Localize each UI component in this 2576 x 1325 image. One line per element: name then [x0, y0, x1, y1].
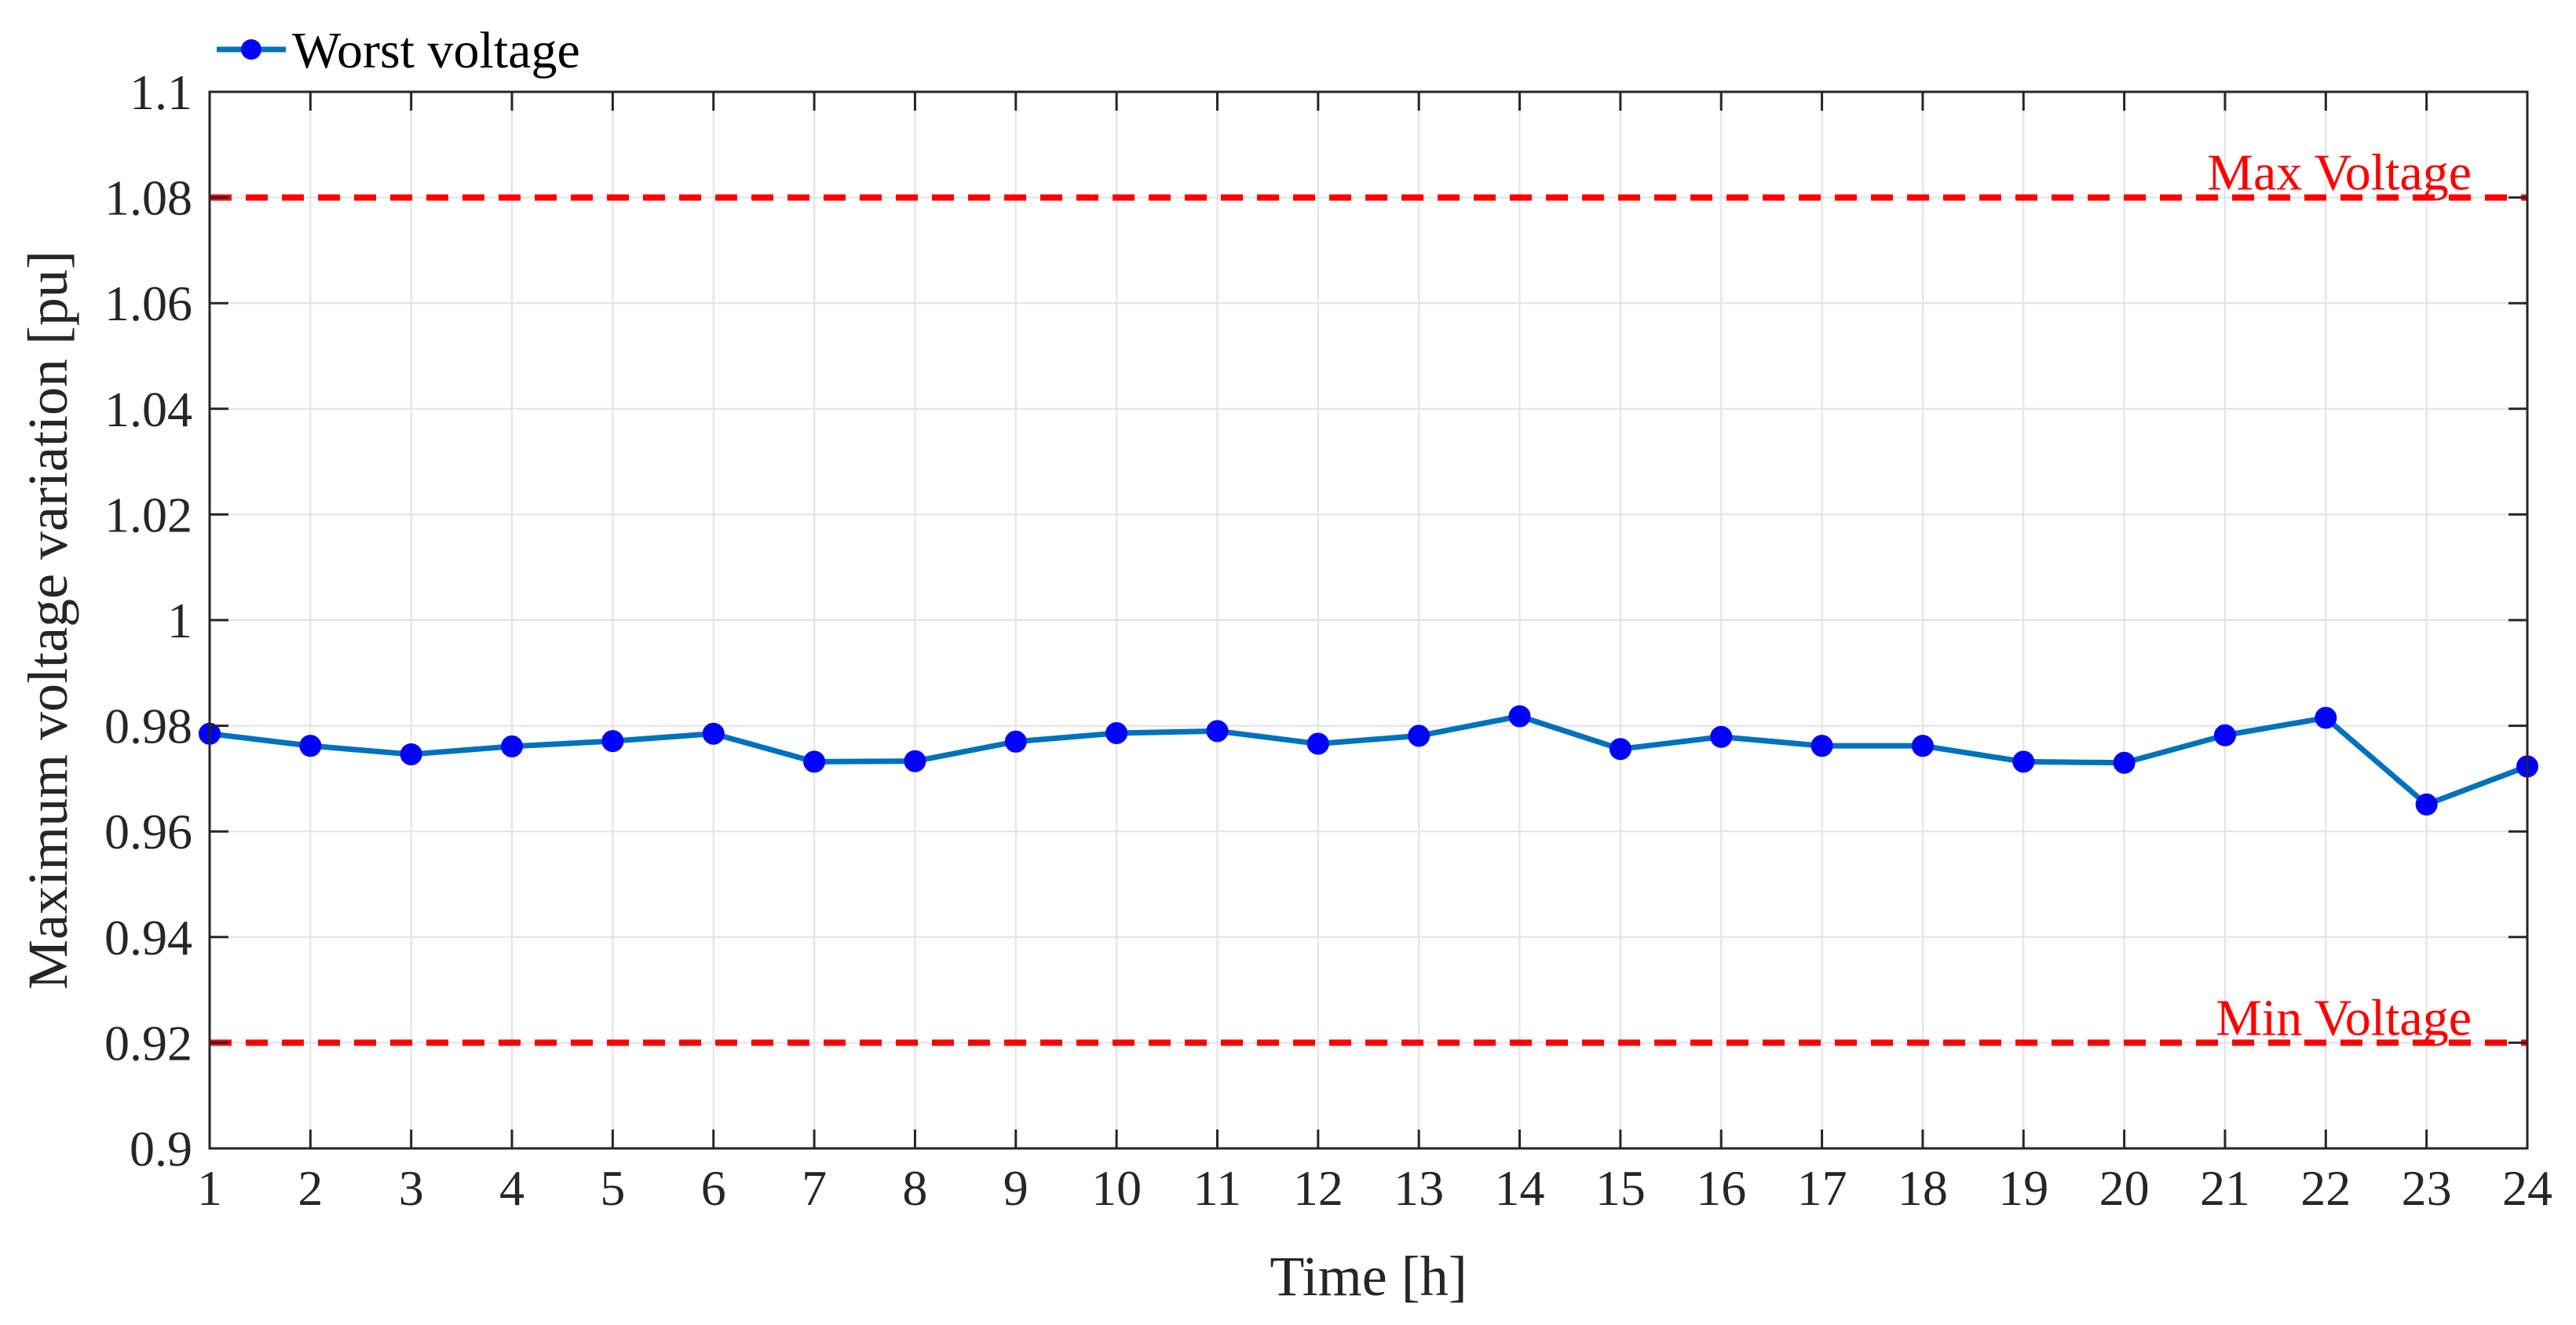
data-point	[2012, 750, 2035, 773]
data-point	[2113, 751, 2136, 774]
x-tick-label: 18	[1898, 1160, 1948, 1216]
x-tick-label: 8	[902, 1160, 927, 1216]
data-point	[400, 743, 422, 765]
series-line	[209, 713, 2529, 808]
data-point	[803, 750, 826, 773]
y-tick-label: 1.02	[104, 487, 192, 542]
x-tick-label: 21	[2200, 1160, 2250, 1216]
y-tick-label: 1	[167, 593, 192, 648]
legend-label-worst-voltage: Worst voltage	[292, 22, 580, 79]
x-tick-labels: 1 2 3 4 5 6 7 8 9 10 11 12 13 14 15 16 17 18 19 20 21 22 23 24	[197, 1160, 2552, 1216]
data-point	[501, 735, 524, 757]
data-point	[1609, 738, 1631, 761]
data-point	[2315, 706, 2337, 729]
x-tick-label: 23	[2402, 1160, 2452, 1216]
data-point	[1911, 735, 1934, 757]
x-tick-label: 3	[399, 1160, 424, 1216]
y-tick-label: 1.08	[104, 170, 192, 226]
axis-ticks	[208, 90, 2529, 1150]
data-point	[601, 730, 624, 753]
data-point	[1306, 732, 1329, 755]
x-tick-label: 24	[2502, 1160, 2552, 1216]
x-tick-label: 2	[298, 1160, 323, 1216]
x-tick-label: 6	[701, 1160, 726, 1216]
data-point	[2415, 793, 2438, 816]
x-tick-label: 17	[1797, 1160, 1847, 1216]
x-tick-label: 20	[2099, 1160, 2150, 1216]
reference-line-label: Max Voltage	[2207, 144, 2472, 202]
y-axis-label: Maximum voltage variation [pu]	[16, 250, 79, 990]
x-axis-label: Time [h]	[1270, 1245, 1467, 1308]
legend: Worst voltage	[217, 22, 580, 79]
data-point	[299, 735, 322, 757]
x-tick-label: 22	[2300, 1160, 2351, 1216]
data-point	[702, 722, 725, 745]
y-tick-label: 0.96	[104, 804, 192, 860]
x-tick-label: 9	[1003, 1160, 1029, 1216]
y-tick-label: 0.92	[104, 1015, 192, 1071]
x-tick-label: 15	[1595, 1160, 1646, 1216]
reference-lines: Max Voltage Min Voltage	[210, 144, 2527, 1046]
y-tick-label: 0.94	[104, 910, 192, 965]
x-tick-label: 5	[600, 1160, 625, 1216]
y-tick-label: 0.9	[130, 1121, 192, 1177]
data-point	[1105, 722, 1128, 745]
x-tick-label: 14	[1495, 1160, 1545, 1216]
x-tick-label: 13	[1394, 1160, 1444, 1216]
x-tick-label: 4	[499, 1160, 524, 1216]
x-tick-label: 10	[1091, 1160, 1142, 1216]
x-tick-label: 16	[1696, 1160, 1746, 1216]
y-tick-label: 1.06	[104, 276, 192, 331]
y-tick-label: 1.1	[130, 64, 192, 120]
data-point	[1508, 705, 1531, 728]
y-tick-label: 1.04	[104, 381, 192, 437]
x-tick-label: 12	[1293, 1160, 1343, 1216]
data-point	[1710, 725, 1733, 748]
y-tick-label: 0.98	[104, 699, 192, 754]
data-point	[1206, 720, 1229, 743]
x-tick-label: 19	[1998, 1160, 2048, 1216]
data-point	[1004, 730, 1027, 753]
legend-marker-worst-voltage	[241, 39, 261, 60]
x-tick-label: 1	[197, 1160, 222, 1216]
data-point	[904, 750, 926, 772]
x-tick-label: 11	[1193, 1160, 1242, 1216]
x-tick-label: 7	[802, 1160, 827, 1216]
data-point	[1408, 725, 1431, 747]
reference-line-label: Min Voltage	[2216, 989, 2472, 1046]
data-point	[1811, 735, 1833, 757]
data-point	[2213, 724, 2236, 746]
y-tick-labels: 0.9 0.92 0.94 0.96 0.98 1 1.02 1.04 1.06 1.08 1.1	[104, 64, 192, 1177]
series-layer	[199, 705, 2538, 816]
